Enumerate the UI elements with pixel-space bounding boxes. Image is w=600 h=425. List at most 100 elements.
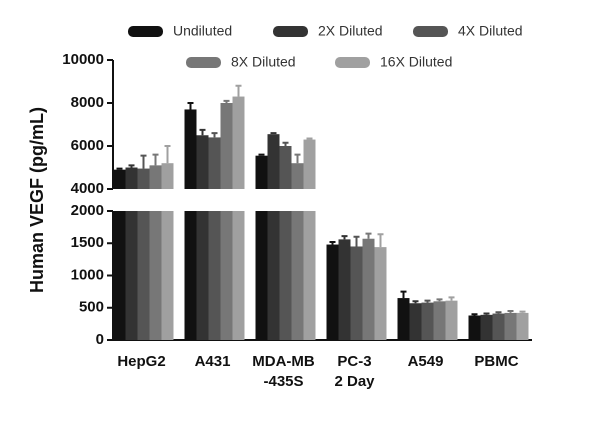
error-bar — [519, 310, 526, 313]
x-tick-label: A549 — [408, 353, 444, 370]
error-bar — [471, 313, 478, 316]
bar — [113, 211, 126, 340]
bar — [220, 103, 233, 189]
error-bar — [140, 154, 147, 169]
bar — [149, 211, 162, 340]
bar — [362, 238, 375, 340]
x-tick-label: HepG2 — [117, 353, 165, 370]
bar — [220, 211, 233, 340]
error-bar — [199, 128, 206, 136]
bar — [279, 146, 292, 189]
bar — [338, 239, 351, 340]
bar — [125, 211, 138, 340]
error-bar — [424, 299, 431, 303]
bar — [196, 211, 209, 340]
bar — [149, 165, 162, 189]
error-bar — [412, 300, 419, 304]
error-bar — [294, 153, 301, 164]
error-bar — [128, 164, 135, 168]
bar — [232, 96, 245, 189]
bar — [208, 211, 221, 340]
error-bar — [270, 132, 277, 135]
y-tick-label: 0 — [96, 331, 104, 348]
bar — [137, 168, 150, 189]
error-bar — [116, 167, 123, 170]
bar — [208, 137, 221, 189]
error-bar — [211, 132, 218, 138]
bar — [196, 135, 209, 189]
error-bar — [329, 240, 336, 245]
bar — [255, 211, 268, 340]
bar — [125, 167, 138, 189]
error-bar — [436, 298, 443, 302]
bar — [468, 315, 481, 340]
bar — [137, 211, 150, 340]
y-tick-label: 500 — [79, 299, 104, 316]
legend-swatch — [128, 26, 163, 37]
bar — [433, 301, 446, 340]
bar — [161, 163, 174, 189]
y-tick-label: 1000 — [71, 266, 104, 283]
error-bar — [306, 137, 313, 140]
error-bar — [164, 145, 171, 164]
bar — [267, 211, 280, 340]
bar — [161, 211, 174, 340]
bar — [492, 313, 505, 340]
legend-swatch — [413, 26, 448, 37]
bar — [255, 155, 268, 189]
error-bar — [507, 309, 514, 313]
legend-label: 8X Diluted — [231, 54, 296, 70]
legend-swatch — [335, 57, 370, 68]
bar — [184, 211, 197, 340]
bar — [480, 314, 493, 340]
bar — [267, 134, 280, 189]
y-tick-label: 8000 — [71, 94, 104, 111]
legend-swatch — [186, 57, 221, 68]
error-bar — [400, 290, 407, 299]
y-tick-label: 6000 — [71, 137, 104, 154]
legend-swatch — [273, 26, 308, 37]
error-bar — [223, 99, 230, 103]
error-bar — [495, 311, 502, 314]
y-axis-title: Human VEGF (pg/mL) — [27, 107, 47, 293]
error-bar — [377, 233, 384, 248]
bar — [113, 169, 126, 189]
x-tick-label: PC-3 2 Day — [334, 353, 375, 390]
bar — [303, 211, 316, 340]
legend-label: 2X Diluted — [318, 23, 383, 39]
y-tick-label: 1500 — [71, 234, 104, 251]
bar — [291, 211, 304, 340]
error-bar — [448, 296, 455, 301]
x-tick-label: PBMC — [474, 353, 518, 370]
bar — [445, 300, 458, 340]
bar — [374, 247, 387, 340]
bar — [232, 211, 245, 340]
legend-label: 4X Diluted — [458, 23, 523, 39]
bar — [397, 298, 410, 340]
error-bar — [341, 235, 348, 240]
y-tick-label: 4000 — [71, 180, 104, 197]
error-bar — [365, 232, 372, 239]
error-bar — [187, 102, 194, 110]
bar — [184, 109, 197, 189]
bar — [504, 312, 517, 340]
bar — [421, 302, 434, 340]
bar — [350, 246, 363, 340]
bar — [303, 139, 316, 189]
error-bar — [258, 153, 265, 156]
y-tick-label: 10000 — [62, 51, 104, 68]
bar — [291, 163, 304, 189]
error-bar — [483, 312, 490, 315]
x-tick-label: A431 — [195, 353, 231, 370]
error-bar — [152, 153, 159, 166]
legend-label: Undiluted — [173, 23, 232, 39]
bar — [326, 244, 339, 340]
bar — [516, 312, 529, 340]
bar — [279, 211, 292, 340]
y-tick-label: 2000 — [71, 202, 104, 219]
error-bar — [282, 141, 289, 146]
legend-label: 16X Diluted — [380, 54, 452, 70]
error-bar — [353, 235, 360, 247]
